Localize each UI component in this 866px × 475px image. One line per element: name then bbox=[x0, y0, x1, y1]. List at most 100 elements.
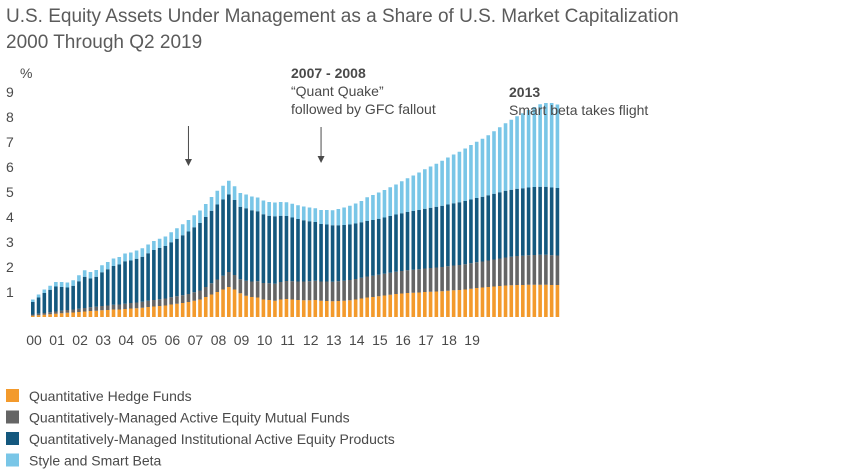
x-tick-label: 05 bbox=[142, 332, 158, 348]
bar-segment bbox=[325, 210, 329, 225]
bar-segment bbox=[290, 299, 295, 317]
bar-segment bbox=[221, 289, 225, 317]
bar-segment bbox=[163, 298, 168, 306]
bar-segment bbox=[244, 208, 248, 281]
bar-segment bbox=[180, 303, 185, 317]
x-tick-label: 03 bbox=[95, 332, 111, 348]
bar-segment bbox=[417, 172, 421, 210]
bar-segment bbox=[175, 303, 179, 317]
bar-segment bbox=[497, 258, 502, 286]
x-tick-label: 10 bbox=[257, 332, 273, 348]
bar-segment bbox=[463, 148, 467, 201]
bar-segment bbox=[497, 286, 502, 317]
bar-segment bbox=[515, 116, 519, 189]
bar-segment bbox=[175, 228, 179, 239]
bar-segment bbox=[146, 253, 150, 301]
bar-segment bbox=[469, 145, 473, 200]
bar-segment bbox=[94, 306, 99, 311]
bar-segment bbox=[77, 308, 81, 312]
bar-segment bbox=[509, 119, 514, 190]
annotation-arrowhead bbox=[184, 159, 192, 166]
bar-segment bbox=[192, 227, 197, 293]
bar-segment bbox=[146, 244, 150, 254]
bar-segment bbox=[544, 254, 548, 285]
bar-segment bbox=[521, 113, 525, 189]
bar-segment bbox=[411, 292, 416, 317]
x-tick-label: 16 bbox=[395, 332, 411, 348]
bar-segment bbox=[105, 262, 110, 270]
bar-segment bbox=[267, 202, 271, 216]
bar-segment bbox=[278, 299, 283, 317]
bar-segment bbox=[117, 257, 122, 265]
bar-segment bbox=[336, 225, 341, 282]
bar-segment bbox=[457, 290, 462, 317]
bar-segment bbox=[71, 309, 75, 313]
bar-segment bbox=[82, 276, 87, 308]
bar-segment bbox=[526, 110, 531, 188]
bar-segment bbox=[100, 310, 104, 317]
bars-group bbox=[31, 103, 560, 317]
x-tick-label: 04 bbox=[118, 332, 134, 348]
bar-segment bbox=[480, 287, 485, 317]
bar-segment bbox=[140, 301, 145, 308]
bar-segment bbox=[417, 269, 421, 293]
bar-segment bbox=[163, 305, 168, 317]
bar-segment bbox=[42, 293, 47, 313]
bar-segment bbox=[503, 190, 508, 258]
bar-segment bbox=[255, 281, 260, 298]
bar-segment bbox=[59, 313, 64, 317]
bar-segment bbox=[492, 193, 496, 260]
bar-segment bbox=[515, 285, 519, 317]
bar-segment bbox=[65, 282, 70, 288]
bar-segment bbox=[296, 205, 300, 219]
bar-segment bbox=[376, 192, 381, 219]
bar-segment bbox=[399, 271, 404, 294]
bar-segment bbox=[140, 248, 145, 257]
bar-segment bbox=[446, 157, 450, 205]
bar-segment bbox=[255, 297, 260, 317]
bar-segment bbox=[457, 151, 462, 203]
bar-segment bbox=[94, 276, 99, 307]
bar-segment bbox=[301, 300, 306, 317]
bar-segment bbox=[463, 289, 467, 317]
bar-segment bbox=[555, 285, 560, 317]
legend: Quantitative Hedge Funds Quantitatively-M… bbox=[6, 388, 395, 469]
x-tick-label: 09 bbox=[234, 332, 250, 348]
x-tick-label: 07 bbox=[188, 332, 204, 348]
bar-segment bbox=[538, 104, 542, 187]
bar-segment bbox=[71, 312, 75, 317]
bar-segment bbox=[325, 301, 329, 317]
bar-segment bbox=[209, 210, 214, 284]
bar-segment bbox=[497, 127, 502, 193]
bar-segment bbox=[474, 288, 479, 317]
bar-segment bbox=[319, 224, 323, 282]
bar-segment bbox=[244, 194, 248, 209]
bar-segment bbox=[31, 315, 35, 317]
bar-segment bbox=[394, 184, 398, 215]
bar-segment bbox=[232, 289, 237, 317]
bar-segment bbox=[301, 220, 306, 282]
bar-segment bbox=[221, 185, 225, 200]
bar-segment bbox=[348, 300, 352, 317]
bar-segment bbox=[261, 299, 266, 317]
bar-segment bbox=[227, 194, 231, 272]
bar-segment bbox=[129, 303, 133, 309]
chart-title: U.S. Equity Assets Under Management as a… bbox=[6, 6, 679, 27]
bar-segment bbox=[123, 303, 127, 309]
bar-segment bbox=[273, 202, 277, 217]
bar-segment bbox=[538, 186, 542, 255]
x-tick-label: 12 bbox=[303, 332, 319, 348]
bar-segment bbox=[129, 308, 133, 317]
bar-segment bbox=[359, 277, 364, 299]
bar-segment bbox=[54, 286, 58, 312]
bar-segment bbox=[423, 268, 427, 292]
bar-segment bbox=[48, 314, 52, 317]
bar-segment bbox=[278, 215, 283, 282]
bar-segment bbox=[446, 266, 450, 291]
bar-segment bbox=[497, 192, 502, 259]
bar-segment bbox=[313, 280, 318, 300]
bar-segment bbox=[169, 297, 173, 305]
bar-segment bbox=[227, 287, 231, 317]
bar-segment bbox=[123, 309, 127, 317]
